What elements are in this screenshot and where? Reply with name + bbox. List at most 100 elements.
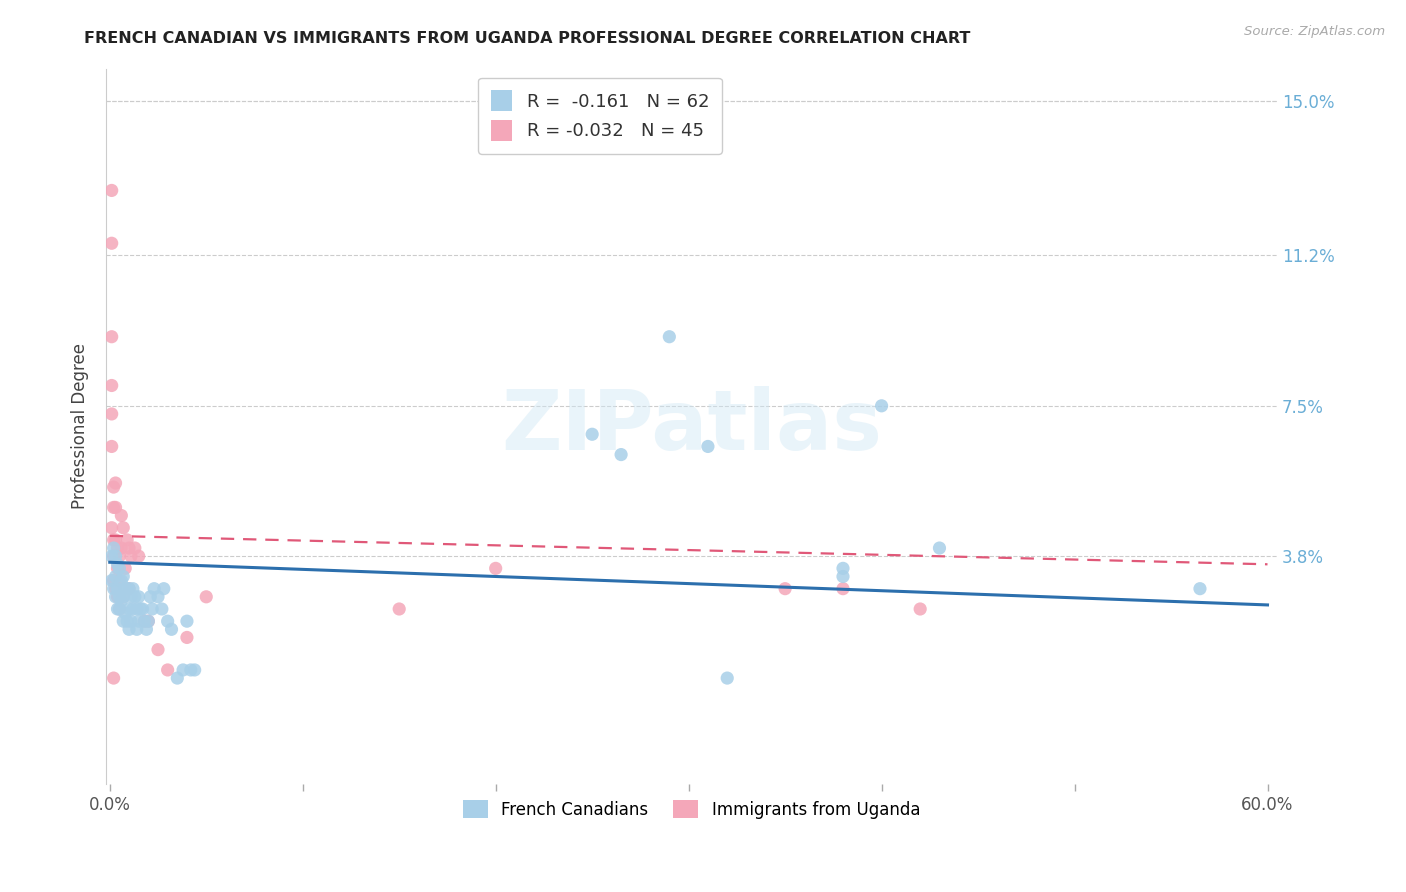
Point bbox=[125, 623, 148, 637]
Point bbox=[103, 549, 125, 564]
Point bbox=[120, 614, 142, 628]
Point bbox=[716, 671, 738, 685]
Point bbox=[832, 582, 855, 596]
Point bbox=[100, 378, 122, 392]
Point bbox=[128, 590, 150, 604]
Point bbox=[118, 582, 141, 596]
Point bbox=[108, 602, 131, 616]
Point bbox=[581, 427, 603, 442]
Point bbox=[104, 582, 127, 596]
Point bbox=[108, 574, 131, 588]
Point bbox=[146, 642, 169, 657]
Point bbox=[103, 500, 125, 515]
Point bbox=[388, 602, 411, 616]
Point bbox=[103, 541, 125, 555]
Point bbox=[134, 614, 156, 628]
Point bbox=[172, 663, 194, 677]
Point bbox=[107, 582, 129, 596]
Point bbox=[485, 561, 508, 575]
Point bbox=[108, 549, 131, 564]
Point bbox=[100, 329, 122, 343]
Point bbox=[139, 590, 162, 604]
Point bbox=[697, 439, 720, 453]
Point bbox=[122, 582, 145, 596]
Point bbox=[104, 590, 127, 604]
Point bbox=[115, 582, 138, 596]
Point bbox=[104, 476, 127, 491]
Point bbox=[108, 590, 131, 604]
Point bbox=[118, 602, 141, 616]
Point bbox=[112, 569, 135, 583]
Point bbox=[928, 541, 950, 555]
Point bbox=[104, 569, 127, 583]
Point bbox=[108, 561, 131, 575]
Point bbox=[195, 590, 218, 604]
Point bbox=[118, 623, 141, 637]
Point bbox=[150, 602, 173, 616]
Point bbox=[110, 541, 132, 555]
Point bbox=[152, 582, 174, 596]
Point bbox=[773, 582, 796, 596]
Point bbox=[100, 439, 122, 453]
Point bbox=[103, 574, 125, 588]
Point bbox=[134, 614, 156, 628]
Point bbox=[112, 590, 135, 604]
Point bbox=[100, 236, 122, 251]
Point bbox=[107, 541, 129, 555]
Point bbox=[104, 500, 127, 515]
Point bbox=[870, 399, 893, 413]
Legend: French Canadians, Immigrants from Uganda: French Canadians, Immigrants from Uganda bbox=[456, 794, 927, 825]
Point bbox=[107, 590, 129, 604]
Point bbox=[138, 614, 160, 628]
Point bbox=[107, 561, 129, 575]
Point bbox=[183, 663, 205, 677]
Point bbox=[610, 448, 633, 462]
Point bbox=[128, 614, 150, 628]
Point bbox=[118, 541, 141, 555]
Point bbox=[100, 183, 122, 197]
Point bbox=[114, 606, 136, 620]
Point bbox=[104, 549, 127, 564]
Point bbox=[112, 590, 135, 604]
Point bbox=[114, 582, 136, 596]
Text: ZIPatlas: ZIPatlas bbox=[501, 385, 882, 467]
Point bbox=[658, 329, 681, 343]
Point bbox=[166, 671, 188, 685]
Text: FRENCH CANADIAN VS IMMIGRANTS FROM UGANDA PROFESSIONAL DEGREE CORRELATION CHART: FRENCH CANADIAN VS IMMIGRANTS FROM UGAND… bbox=[84, 31, 970, 46]
Point bbox=[832, 569, 855, 583]
Point bbox=[103, 671, 125, 685]
Point bbox=[124, 590, 146, 604]
Point bbox=[103, 582, 125, 596]
Point bbox=[104, 533, 127, 547]
Point bbox=[100, 574, 122, 588]
Point bbox=[122, 602, 145, 616]
Point bbox=[180, 663, 202, 677]
Y-axis label: Professional Degree: Professional Degree bbox=[72, 343, 89, 509]
Point bbox=[120, 590, 142, 604]
Point bbox=[110, 508, 132, 523]
Point bbox=[107, 602, 129, 616]
Point bbox=[103, 533, 125, 547]
Point bbox=[1188, 582, 1211, 596]
Point bbox=[160, 623, 183, 637]
Point bbox=[110, 574, 132, 588]
Text: Source: ZipAtlas.com: Source: ZipAtlas.com bbox=[1244, 25, 1385, 38]
Point bbox=[135, 623, 157, 637]
Point bbox=[129, 602, 152, 616]
Point bbox=[108, 602, 131, 616]
Point bbox=[115, 533, 138, 547]
Point bbox=[100, 521, 122, 535]
Point bbox=[156, 614, 179, 628]
Point bbox=[110, 594, 132, 608]
Point bbox=[124, 541, 146, 555]
Point bbox=[138, 614, 160, 628]
Point bbox=[115, 614, 138, 628]
Point bbox=[112, 521, 135, 535]
Point bbox=[120, 549, 142, 564]
Point bbox=[908, 602, 931, 616]
Point bbox=[156, 663, 179, 677]
Point bbox=[141, 602, 163, 616]
Point bbox=[112, 614, 135, 628]
Point bbox=[176, 614, 198, 628]
Point bbox=[100, 407, 122, 421]
